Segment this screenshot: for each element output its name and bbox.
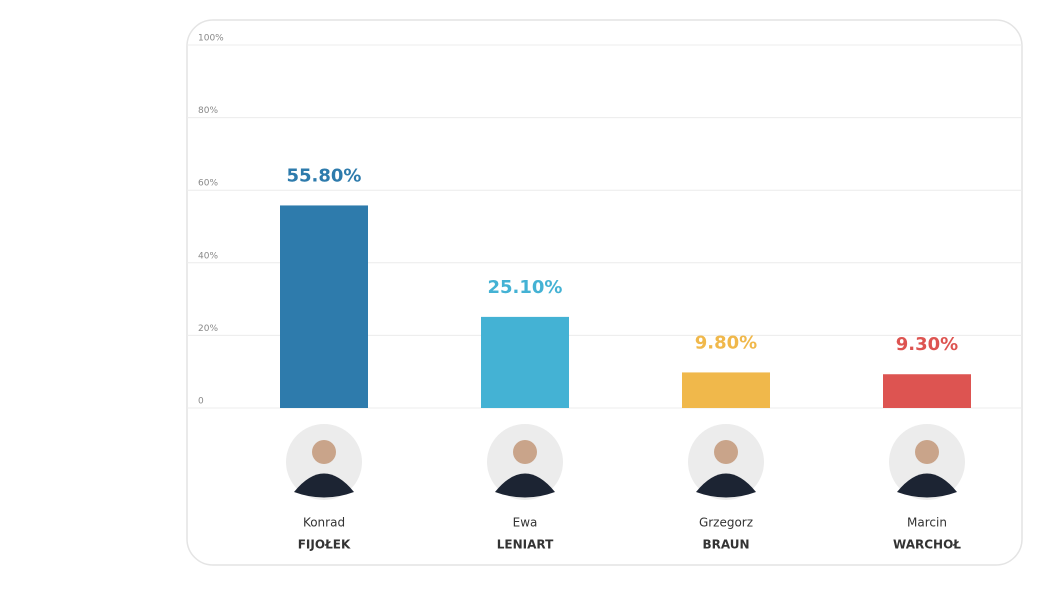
portrait-head	[915, 440, 939, 464]
y-tick-label: 60%	[198, 179, 218, 189]
portrait-body	[897, 473, 957, 498]
value-label: 55.80%	[287, 165, 362, 186]
y-tick-label: 80%	[198, 106, 218, 116]
bar	[682, 372, 770, 408]
portrait-body	[696, 473, 756, 498]
portrait-body	[294, 473, 354, 498]
last-name: FIJOŁEK	[298, 538, 351, 552]
y-tick-label: 100%	[198, 34, 224, 44]
portrait-head	[714, 440, 738, 464]
y-tick-label: 0	[198, 397, 204, 407]
portrait	[286, 424, 362, 500]
first-name: Grzegorz	[699, 516, 753, 530]
value-label: 9.80%	[695, 332, 757, 353]
portrait	[688, 424, 764, 500]
value-label: 25.10%	[488, 277, 563, 298]
last-name: LENIART	[497, 538, 554, 552]
first-name: Konrad	[303, 516, 345, 530]
card	[186, 19, 1023, 566]
bar	[280, 205, 368, 408]
value-label: 9.30%	[896, 334, 958, 355]
portrait-head	[513, 440, 537, 464]
bar	[883, 374, 971, 408]
last-name: WARCHOŁ	[893, 538, 961, 552]
first-name: Ewa	[513, 516, 538, 530]
portrait	[487, 424, 563, 500]
portrait	[889, 424, 965, 500]
y-tick-label: 40%	[198, 251, 218, 261]
portrait-body	[495, 473, 555, 498]
portrait-head	[312, 440, 336, 464]
last-name: BRAUN	[702, 538, 749, 552]
y-tick-label: 20%	[198, 324, 218, 334]
bar	[481, 316, 569, 408]
first-name: Marcin	[907, 516, 947, 530]
